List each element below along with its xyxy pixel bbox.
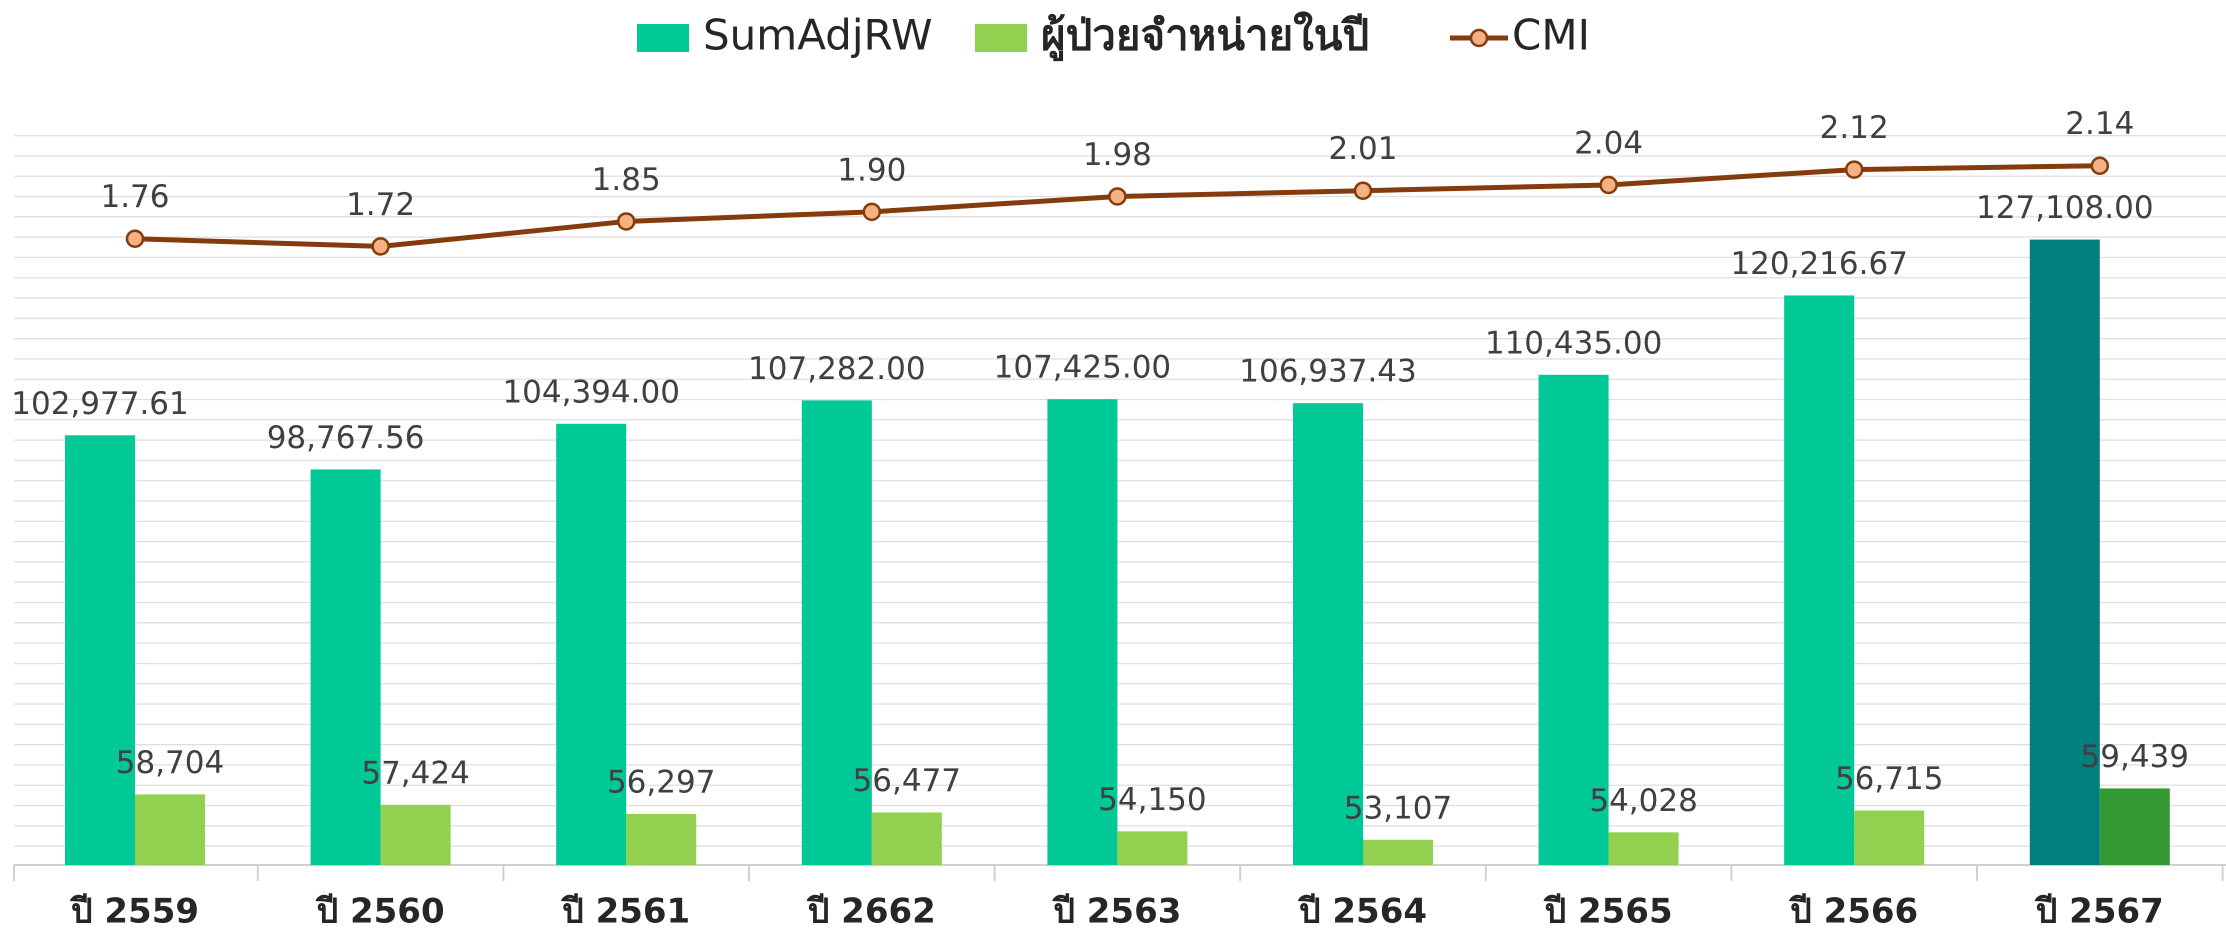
data-label: 120,216.67 bbox=[1730, 246, 1908, 282]
bar bbox=[1117, 831, 1188, 865]
x-tick-label: ปี 2560 bbox=[315, 892, 445, 931]
bar bbox=[65, 435, 135, 865]
x-tick-label: ปี 2561 bbox=[560, 892, 690, 931]
marker bbox=[371, 237, 390, 256]
data-label: 107,425.00 bbox=[994, 350, 1172, 386]
bar bbox=[310, 469, 381, 865]
bar bbox=[626, 813, 697, 865]
x-tick-label: ปี 2565 bbox=[1543, 892, 1673, 931]
bar bbox=[871, 812, 942, 865]
data-label: 2.14 bbox=[2065, 106, 2134, 142]
x-tick-label: ปี 2559 bbox=[69, 892, 199, 931]
data-label: 58,704 bbox=[116, 745, 224, 781]
marker bbox=[1844, 160, 1864, 179]
x-tick-label: ปี 2564 bbox=[1297, 892, 1427, 931]
bar bbox=[1293, 403, 1363, 865]
data-label: 57,424 bbox=[361, 755, 469, 791]
marker bbox=[1108, 187, 1127, 206]
plot-background bbox=[14, 135, 2226, 865]
data-label: 54,150 bbox=[1098, 782, 1206, 818]
data-label: 56,477 bbox=[853, 763, 961, 799]
marker bbox=[616, 212, 636, 231]
data-label: 53,107 bbox=[1344, 790, 1452, 826]
data-label: 2.01 bbox=[1328, 131, 1397, 167]
bar bbox=[1784, 295, 1855, 865]
bar bbox=[135, 794, 205, 865]
data-label: 106,937.43 bbox=[1239, 354, 1417, 390]
data-label: 127,108.00 bbox=[1976, 190, 2154, 226]
marker bbox=[1353, 181, 1373, 200]
bar bbox=[2029, 239, 2100, 865]
bar bbox=[556, 423, 627, 865]
legend-swatch bbox=[637, 24, 689, 52]
data-label: 102,977.61 bbox=[11, 386, 189, 422]
legend-swatch bbox=[975, 24, 1027, 52]
data-label: 110,435.00 bbox=[1485, 325, 1663, 361]
marker bbox=[125, 229, 145, 248]
data-label: 1.90 bbox=[837, 152, 906, 188]
legend-label: CMI bbox=[1512, 11, 1590, 60]
data-label: 1.76 bbox=[100, 179, 169, 215]
bar bbox=[1608, 832, 1679, 865]
data-label: 59,439 bbox=[2081, 739, 2189, 775]
legend: SumAdjRW ผู้ป่วยจำหน่ายในปี CMI bbox=[637, 11, 1590, 62]
data-label: 107,282.00 bbox=[748, 351, 926, 387]
bar bbox=[1538, 374, 1609, 865]
data-label: 2.04 bbox=[1574, 125, 1643, 161]
data-label: 104,394.00 bbox=[502, 374, 680, 410]
bar bbox=[380, 804, 451, 865]
marker bbox=[862, 202, 882, 222]
data-label: 1.72 bbox=[346, 187, 415, 223]
data-label: 98,767.56 bbox=[267, 420, 425, 456]
data-label: 56,297 bbox=[607, 764, 715, 800]
x-tick-label: ปี 2566 bbox=[1788, 892, 1918, 931]
marker bbox=[2090, 156, 2110, 175]
x-tick-label: ปี 2563 bbox=[1052, 892, 1182, 931]
bar bbox=[1363, 839, 1433, 865]
x-tick-label: ปี 2567 bbox=[2034, 892, 2164, 931]
data-label: 2.12 bbox=[1820, 110, 1889, 146]
legend-swatch bbox=[1469, 28, 1489, 48]
legend-label: SumAdjRW bbox=[703, 11, 933, 60]
marker bbox=[1599, 175, 1618, 195]
bar bbox=[1854, 810, 1925, 865]
data-label: 56,715 bbox=[1835, 761, 1943, 797]
x-tick-label: ปี 2662 bbox=[806, 892, 936, 931]
legend-label: ผู้ป่วยจำหน่ายในปี bbox=[1041, 11, 1369, 62]
bar bbox=[1047, 399, 1118, 865]
bar bbox=[801, 400, 872, 865]
data-label: 1.85 bbox=[592, 162, 661, 198]
data-label: 1.98 bbox=[1083, 137, 1152, 173]
bar bbox=[2099, 788, 2170, 865]
data-label: 54,028 bbox=[1589, 783, 1697, 819]
